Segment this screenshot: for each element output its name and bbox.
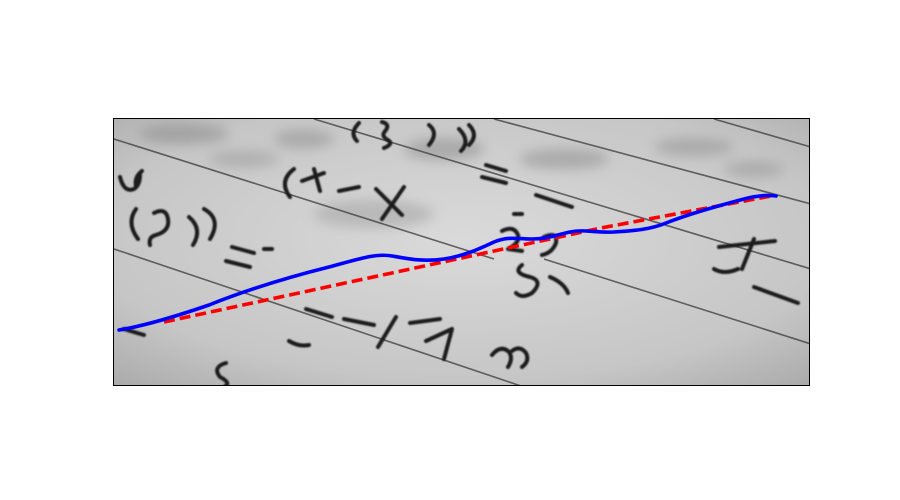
image-axes — [113, 118, 810, 386]
photo-with-overlay — [114, 119, 810, 386]
